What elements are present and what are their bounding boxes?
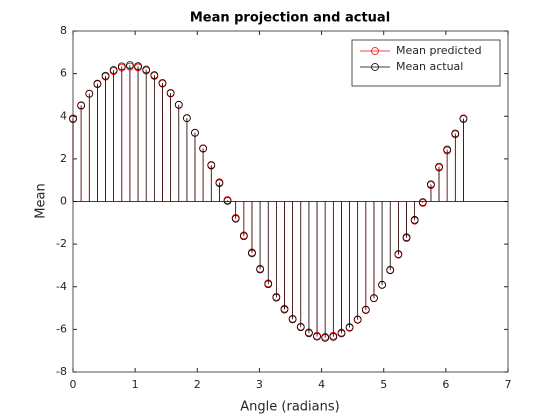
stem-marker [288,315,297,324]
stem-marker [256,265,265,274]
stem-marker [459,115,468,123]
y-tick-label: 0 [60,195,67,208]
stem-marker [93,79,102,88]
legend-marker [371,47,379,55]
stem-marker [183,114,191,123]
stem-marker [126,61,134,69]
y-axis-label: Mean [34,183,49,218]
y-tick-label: -8 [56,365,67,378]
stem-marker [264,280,273,289]
stem-marker [69,115,77,123]
stem-marker [207,161,216,170]
stem-marker [272,293,281,302]
x-tick-label: 1 [132,378,139,391]
stem-marker [329,332,338,341]
stem-marker [199,144,208,153]
stem-marker [386,266,395,274]
stem-marker [142,65,151,74]
stem-marker [427,180,435,189]
y-tick-label: -6 [56,322,67,335]
x-tick-label: 6 [442,378,449,391]
stem-marker [361,306,370,314]
stem-marker [166,89,175,97]
stem-marker [77,101,86,110]
stem-marker [174,100,183,109]
stem-marker [402,233,411,242]
x-tick-label: 0 [70,378,77,391]
stem-marker [223,196,232,205]
stem-marker [313,332,321,341]
x-tick-label: 3 [256,378,263,391]
stem-marker [451,129,460,138]
stem-marker [117,62,126,71]
stem-marker [378,280,386,289]
stem-marker [239,232,248,241]
stem-marker [370,294,378,303]
legend-marker [371,63,379,71]
stem-marker [337,329,346,338]
stem-marker [134,62,142,71]
stem-marker [248,249,256,258]
stem-marker [158,79,167,87]
stem-marker [304,329,313,338]
stem-marker [215,179,224,188]
x-axis-label: Angle (radians) [240,400,339,415]
x-tick-label: 7 [505,378,512,391]
legend-label: Mean predicted [396,44,482,57]
stem-marker [353,315,362,324]
y-tick-label: -4 [56,280,67,293]
y-tick-label: 2 [60,152,67,165]
stem-marker [321,333,330,342]
y-tick-label: 4 [60,109,67,122]
stem-marker [101,71,110,80]
x-tick-label: 5 [380,378,387,391]
stem-marker [443,145,452,154]
x-tick-label: 4 [318,378,325,391]
stem-marker [296,323,305,332]
y-tick-label: -2 [56,237,67,250]
stem-marker [109,66,118,74]
stem-marker [150,71,159,80]
stem-marker [435,162,443,171]
y-tick-label: 8 [60,24,67,37]
stem-marker [231,214,240,223]
chart-title: Mean projection and actual [190,11,390,26]
legend-label: Mean actual [396,60,463,73]
stem-marker [394,250,403,259]
y-tick-label: 6 [60,67,67,80]
stem-marker [191,128,199,137]
stem-marker [280,305,289,314]
stem-marker [85,89,94,98]
stem-marker [345,323,354,332]
stem-marker [418,198,427,207]
x-tick-label: 2 [194,378,201,391]
stem-marker [410,215,419,224]
